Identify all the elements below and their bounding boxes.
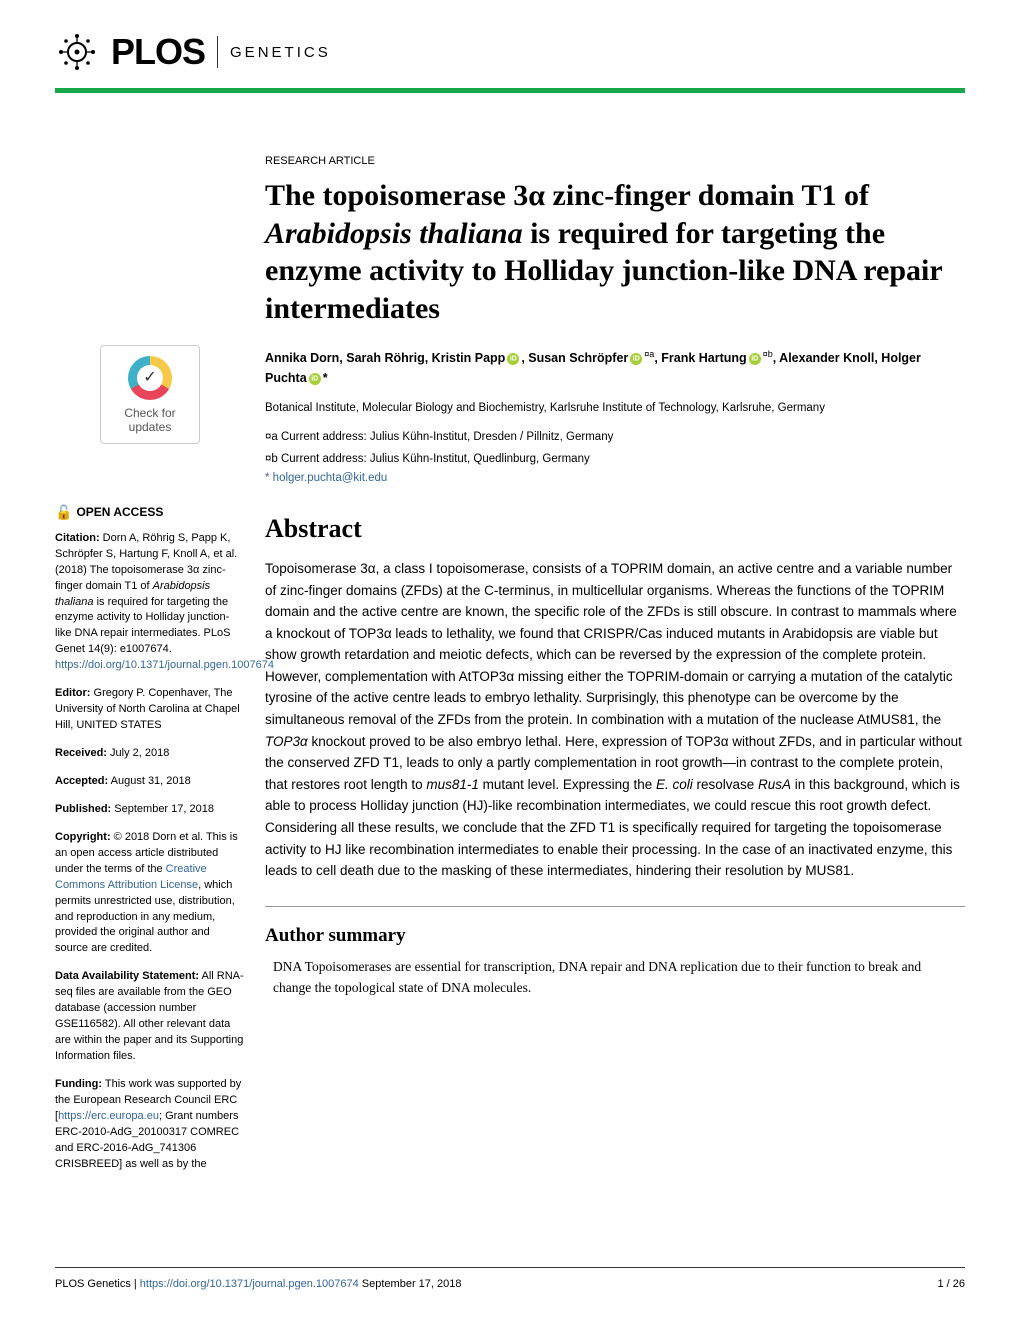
copyright-block: Copyright: © 2018 Dorn et al. This is an… xyxy=(55,830,245,958)
divider xyxy=(265,906,965,907)
sidebar: Check for updates 🔓 OPEN ACCESS Citation… xyxy=(55,105,265,1185)
check-updates-widget[interactable]: Check for updates xyxy=(100,345,200,444)
footer-doi-link[interactable]: https://doi.org/10.1371/journal.pgen.100… xyxy=(140,1278,359,1290)
corresponding-email: * holger.puchta@kit.edu xyxy=(265,472,965,484)
accent-line xyxy=(55,88,965,93)
journal-name: GENETICS xyxy=(230,44,331,61)
open-access-badge: 🔓 OPEN ACCESS xyxy=(55,504,245,521)
orcid-icon[interactable] xyxy=(507,353,519,365)
plos-icon xyxy=(55,30,99,74)
brand-text: PLOS xyxy=(111,31,205,73)
author-summary-section: Author summary DNA Topoisomerases are es… xyxy=(265,925,965,999)
open-access-text: OPEN ACCESS xyxy=(76,505,163,519)
doi-link[interactable]: https://doi.org/10.1371/journal.pgen.100… xyxy=(55,659,274,671)
citation-block: Citation: Dorn A, Röhrig S, Papp K, Schr… xyxy=(55,531,245,674)
article-type: RESEARCH ARTICLE xyxy=(265,155,965,167)
editor-block: Editor: Gregory P. Copenhaver, The Unive… xyxy=(55,686,245,734)
logo-area: PLOS GENETICS xyxy=(55,30,965,74)
abstract-text: Topoisomerase 3α, a class I topoisomeras… xyxy=(265,558,965,882)
crossmark-icon xyxy=(128,356,172,400)
check-text: Check for updates xyxy=(107,406,193,435)
address-b: ¤b Current address: Julius Kühn-Institut… xyxy=(265,451,965,468)
data-availability-block: Data Availability Statement: All RNA-seq… xyxy=(55,969,245,1065)
orcid-icon[interactable] xyxy=(749,353,761,365)
footer-date: September 17, 2018 xyxy=(359,1278,462,1290)
vert-divider xyxy=(217,36,218,68)
orcid-icon[interactable] xyxy=(309,373,321,385)
erc-link[interactable]: https://erc.europa.eu xyxy=(58,1110,159,1122)
funding-block: Funding: This work was supported by the … xyxy=(55,1077,245,1173)
header: PLOS GENETICS xyxy=(0,0,1020,105)
authors-list: Annika Dorn, Sarah Röhrig, Kristin Papp,… xyxy=(265,347,965,388)
address-a: ¤a Current address: Julius Kühn-Institut… xyxy=(265,429,965,446)
orcid-icon[interactable] xyxy=(630,353,642,365)
footer-journal: PLOS Genetics | xyxy=(55,1278,140,1290)
main-content: RESEARCH ARTICLE The topoisomerase 3α zi… xyxy=(265,105,965,1185)
page-footer: PLOS Genetics | https://doi.org/10.1371/… xyxy=(55,1267,965,1320)
summary-heading: Author summary xyxy=(265,925,965,947)
email-link[interactable]: holger.puchta@kit.edu xyxy=(273,472,388,484)
summary-text: DNA Topoisomerases are essential for tra… xyxy=(265,957,965,999)
article-title: The topoisomerase 3α zinc-finger domain … xyxy=(265,177,965,327)
affiliation: Botanical Institute, Molecular Biology a… xyxy=(265,400,965,417)
published-block: Published: September 17, 2018 xyxy=(55,802,245,818)
accepted-block: Accepted: August 31, 2018 xyxy=(55,774,245,790)
abstract-heading: Abstract xyxy=(265,514,965,544)
received-block: Received: July 2, 2018 xyxy=(55,746,245,762)
page-number: 1 / 26 xyxy=(937,1278,965,1290)
lock-icon: 🔓 xyxy=(55,504,72,521)
